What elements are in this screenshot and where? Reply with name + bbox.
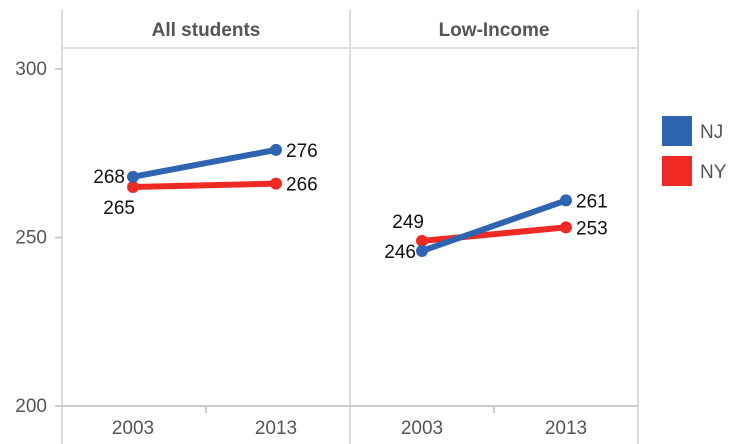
series-line-ny [130, 180, 279, 190]
data-point-nj [127, 170, 139, 183]
data-label: 249 [392, 212, 424, 233]
data-point-ny [560, 221, 572, 234]
data-point-ny [416, 234, 428, 247]
data-label: 265 [103, 198, 135, 219]
legend-label: NY [700, 162, 727, 183]
series-line-nj [130, 146, 279, 180]
data-point-ny [270, 177, 282, 190]
legend-swatch-ny [662, 156, 692, 186]
data-label: 268 [93, 167, 125, 188]
x-tick-label: 2003 [112, 418, 154, 439]
y-tick-label: 250 [15, 228, 47, 249]
data-label: 246 [384, 242, 416, 263]
data-point-nj [270, 143, 282, 156]
data-point-nj [560, 194, 572, 207]
y-tick-label: 200 [15, 396, 47, 417]
x-tick-label: 2003 [401, 418, 443, 439]
series-line-nj [419, 197, 569, 254]
panel-title: Low-Income [439, 20, 550, 41]
panel-title: All students [152, 20, 261, 41]
legend-swatch-nj [662, 116, 692, 146]
data-label: 253 [576, 218, 608, 239]
series-line-ny [419, 224, 569, 244]
data-point-ny [127, 180, 139, 193]
data-point-nj [416, 244, 428, 257]
y-tick-label: 300 [15, 59, 47, 80]
legend-label: NJ [700, 122, 723, 143]
x-tick-label: 2013 [545, 418, 587, 439]
data-label: 276 [286, 141, 318, 162]
data-label: 261 [576, 191, 608, 212]
x-tick-label: 2013 [255, 418, 297, 439]
data-label: 266 [286, 175, 318, 196]
